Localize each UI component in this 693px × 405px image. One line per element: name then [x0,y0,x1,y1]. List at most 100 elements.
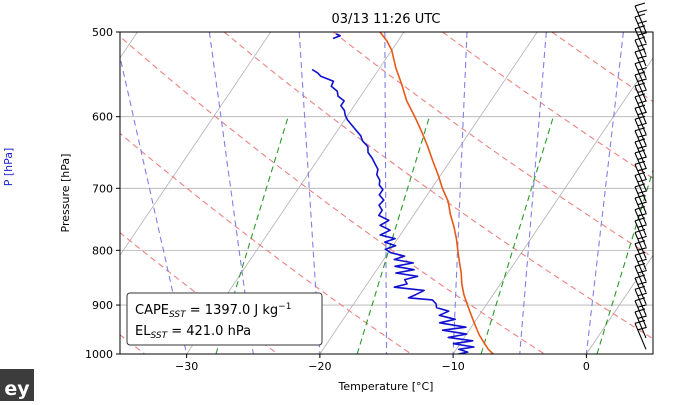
barb-flag [634,36,646,41]
barb-flag [634,138,646,143]
barb-flag [637,167,647,172]
wind-barb [634,60,647,90]
barb-flag [634,25,646,30]
wind-barb [634,308,647,339]
barb-staff [634,130,647,157]
moist-adiabat-line [384,32,388,354]
barb-staff [634,255,647,282]
barb-flag [634,160,646,165]
barb-flag [634,82,646,87]
wind-barb [634,115,647,146]
barb-flag [634,194,646,199]
barb-staff [634,164,647,191]
x-tick-label: −30 [175,360,198,373]
wind-barb [634,104,647,135]
barb-staff [634,16,647,44]
barb-flag [634,228,646,233]
barb-flag [637,178,647,183]
moist-adiabat-line [519,32,547,354]
barb-flag [637,67,647,71]
wind-barb [634,262,647,293]
barb-flag [634,127,646,132]
isotherm-line [319,32,538,354]
wind-barbs [634,2,647,350]
barb-flag [634,2,646,7]
moist-adiabat-line [585,32,624,354]
dry-adiabat-line [120,35,545,354]
dry-adiabat-line [442,32,653,179]
barb-flag [637,111,647,116]
barb-flag [637,156,647,160]
wind-barb [634,127,647,157]
barb-flag [634,251,646,256]
barb-flag [634,149,646,154]
wind-barb [634,48,647,79]
barb-flag [637,201,647,206]
barb-staff [634,63,647,90]
dry-adiabat-line [223,32,653,340]
background-lines [0,32,653,354]
wind-barb [634,319,647,350]
wind-barb [634,138,647,169]
wind-barb [634,285,647,316]
mixing-ratio-line [356,116,430,354]
barb-staff [634,96,647,124]
wind-barb [634,240,647,270]
dry-adiabat-line [120,132,412,354]
side-pressure-label: P [hPa] [2,148,15,187]
chart-title: 03/13 11:26 UTC [332,12,441,27]
barb-staff [634,74,647,102]
barb-flag [637,9,647,14]
barb-flag [634,285,646,290]
y-tick-label: 1000 [85,348,113,361]
barb-flag [637,304,647,308]
barb-flag [634,319,646,324]
wind-barb [634,36,647,67]
barb-staff [634,107,647,135]
barb-staff [634,243,647,270]
x-tick-label: −10 [442,360,465,373]
barb-flag [634,60,646,65]
y-axis-label: Pressure [hPa] [59,154,72,233]
barb-flag [634,183,646,188]
barb-flag [637,122,647,127]
barb-flag [634,297,646,302]
barb-staff [634,39,647,67]
barb-flag [637,269,647,274]
barb-flag [637,145,647,149]
barb-flag [634,217,646,222]
wind-barb [634,13,647,44]
barb-flag [637,315,647,319]
wind-barb [634,25,647,55]
barb-staff [634,85,647,113]
plot-frame [119,31,654,355]
x-axis-label: Temperature [°C] [338,380,434,393]
wind-barb [634,82,647,113]
barb-staff [634,209,647,236]
wind-barb [634,171,647,202]
y-tick-label: 700 [92,182,113,195]
isotherm-line [0,32,4,354]
barb-flag [637,235,647,240]
barb-flag [637,78,647,82]
isotherm-line [452,57,653,354]
barb-flag [634,71,646,76]
wind-barb [634,160,647,191]
barb-flag [637,89,647,94]
barb-flag [637,43,647,48]
barb-flag [637,292,647,297]
wind-barb [634,228,647,259]
wind-barb [634,217,647,248]
isotherm-line [120,32,272,257]
wind-barb [634,206,647,236]
barb-staff [634,119,647,146]
barb-flag [634,93,646,98]
overlay-badge: ey [0,369,34,401]
barb-staff [634,289,647,316]
barb-flag [634,48,646,53]
barb-flag [634,104,646,109]
barb-flag [634,206,646,211]
barb-flag [637,224,647,228]
wind-barb [634,149,647,180]
